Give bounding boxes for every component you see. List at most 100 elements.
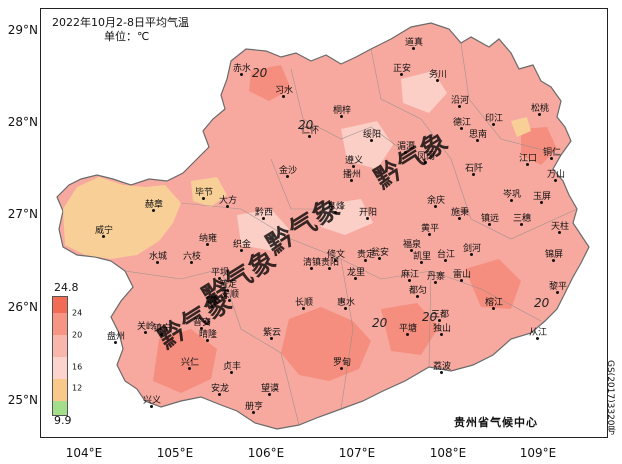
city-label: 印江 [485, 114, 504, 124]
city-marker [240, 249, 243, 252]
city-marker [344, 307, 347, 310]
legend-tick-label: 16 [72, 362, 83, 372]
city-label: 黎平 [549, 282, 568, 292]
city-marker [144, 331, 147, 334]
city-label: 荔波 [433, 362, 452, 372]
lat-label: 25°N [7, 393, 38, 407]
contour-label: 20 [298, 118, 314, 132]
city-marker [440, 371, 443, 374]
lat-label: 27°N [7, 207, 38, 221]
lon-label: 104°E [65, 446, 103, 460]
city-marker [270, 337, 273, 340]
city-marker [476, 139, 479, 142]
lon-label: 106°E [247, 446, 285, 460]
city-label: 六枝 [183, 252, 202, 262]
city-label: 镇远 [481, 214, 500, 224]
city-label: 丹寨 [427, 272, 446, 282]
city-label: 龙里 [347, 268, 366, 278]
city-marker [424, 161, 427, 164]
city-marker [404, 151, 407, 154]
city-marker [226, 289, 229, 292]
city-label: 安龙 [211, 384, 230, 394]
city-label: 普安 [193, 318, 212, 328]
legend-swatch [53, 335, 67, 357]
city-label: 铜仁 [543, 148, 562, 158]
city-marker [492, 307, 495, 310]
city-marker [552, 259, 555, 262]
city-marker [206, 243, 209, 246]
city-label: 纳雍 [199, 234, 218, 244]
city-marker [350, 179, 353, 182]
city-marker [206, 339, 209, 342]
city-marker [114, 341, 117, 344]
contour-label: 20 [534, 296, 550, 310]
city-label: 道真 [405, 38, 424, 48]
city-label: 江口 [519, 154, 538, 164]
city-label: 沿河 [451, 96, 470, 106]
city-marker [510, 199, 513, 202]
map-title: 2022年10月2-8日平均气温 [52, 16, 189, 29]
city-marker [538, 113, 541, 116]
city-label: 赫章 [145, 200, 164, 210]
city-marker [190, 261, 193, 264]
city-label: 水城 [149, 252, 168, 262]
city-marker [218, 393, 221, 396]
city-label: 德江 [453, 118, 472, 128]
city-marker [470, 253, 473, 256]
city-marker [420, 261, 423, 264]
city-marker [150, 405, 153, 408]
city-label: 威宁 [95, 226, 114, 236]
city-marker [416, 295, 419, 298]
city-marker [340, 115, 343, 118]
city-label: 桐梓 [333, 106, 352, 116]
city-label: 册亨 [245, 402, 264, 412]
city-label: 都匀 [409, 286, 428, 296]
city-label: 长顺 [295, 298, 314, 308]
city-label: 安顺 [221, 290, 240, 300]
city-label: 大方 [219, 196, 238, 206]
city-label: 黔西 [255, 208, 274, 218]
city-marker [308, 135, 311, 138]
city-marker [410, 249, 413, 252]
city-label: 兴仁 [181, 358, 200, 368]
city-label: 仁怀 [301, 126, 320, 136]
lon-label: 107°E [338, 446, 376, 460]
city-marker [536, 337, 539, 340]
city-marker [160, 333, 163, 336]
city-marker [556, 291, 559, 294]
city-label: 锦屏 [545, 250, 564, 260]
warm-zone [465, 259, 521, 309]
warm-zone [249, 65, 291, 101]
city-label: 平坝 [211, 268, 230, 278]
legend-swatch [53, 297, 67, 313]
city-marker [252, 411, 255, 414]
city-label: 晴隆 [199, 330, 218, 340]
city-marker [400, 73, 403, 76]
city-label: 万山 [547, 170, 566, 180]
legend-bar [52, 296, 68, 416]
city-label: 罗甸 [333, 358, 352, 368]
city-marker [458, 105, 461, 108]
city-label: 播州 [343, 170, 362, 180]
unit-label: 单位：℃ [104, 30, 150, 43]
city-label: 织金 [233, 240, 252, 250]
city-label: 惠水 [337, 298, 356, 308]
city-label: 绥阳 [363, 130, 382, 140]
city-marker [268, 393, 271, 396]
city-marker [370, 139, 373, 142]
city-label: 天柱 [551, 222, 570, 232]
lon-label: 108°E [429, 446, 467, 460]
city-marker [366, 217, 369, 220]
contour-label: 20 [252, 66, 268, 80]
mild-zone [401, 71, 447, 113]
city-marker [310, 267, 313, 270]
city-marker [472, 173, 475, 176]
warm-zone [281, 307, 371, 381]
city-label: 麻江 [401, 270, 420, 280]
city-label: 石阡 [465, 164, 484, 174]
city-marker [286, 175, 289, 178]
city-marker [364, 259, 367, 262]
city-label: 贵阳 [321, 258, 340, 268]
city-label: 福泉 [403, 240, 422, 250]
city-marker [520, 223, 523, 226]
